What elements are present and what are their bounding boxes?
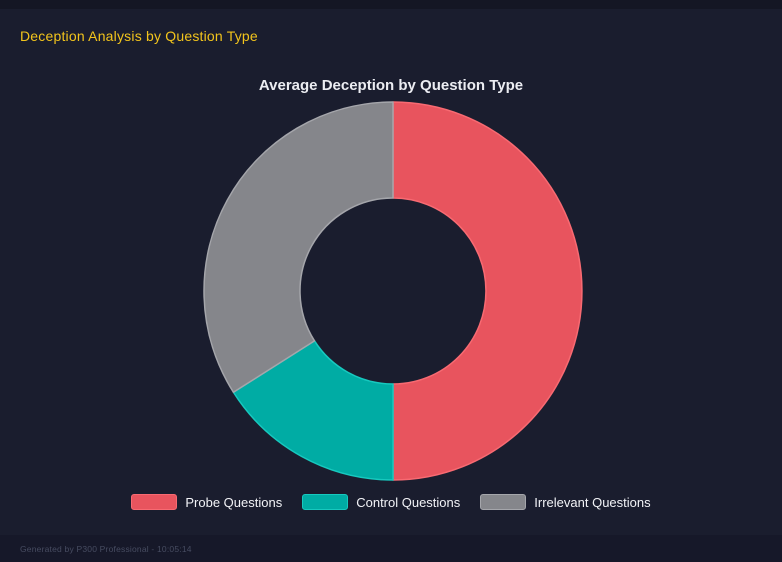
legend-item-control-questions[interactable]: Control Questions bbox=[302, 494, 460, 510]
legend-label: Irrelevant Questions bbox=[534, 494, 651, 510]
donut-segment-probe-questions[interactable] bbox=[392, 101, 583, 481]
legend-label: Control Questions bbox=[356, 494, 461, 510]
legend-swatch-probe-questions bbox=[131, 494, 178, 510]
page-title: Deception Analysis by Question Type bbox=[20, 28, 258, 44]
legend-swatch-control-questions bbox=[302, 494, 349, 510]
footer-bar: Generated by P300 Professional - 10:05:1… bbox=[0, 535, 782, 562]
top-edge-strip bbox=[0, 0, 782, 9]
chart-title: Average Deception by Question Type bbox=[258, 77, 524, 94]
donut-segment-irrelevant-questions[interactable] bbox=[203, 101, 394, 394]
legend-swatch-irrelevant-questions bbox=[480, 494, 527, 510]
legend-label: Probe Questions bbox=[185, 494, 283, 510]
chart-legend: Probe Questions Control Questions Irreleva… bbox=[0, 494, 782, 510]
legend-item-probe-questions[interactable]: Probe Questions bbox=[131, 494, 282, 510]
donut-segment-control-questions[interactable] bbox=[232, 340, 394, 481]
legend-item-irrelevant-questions[interactable]: Irrelevant Questions bbox=[480, 494, 651, 510]
footer-text: Generated by P300 Professional - 10:05:1… bbox=[20, 543, 192, 554]
